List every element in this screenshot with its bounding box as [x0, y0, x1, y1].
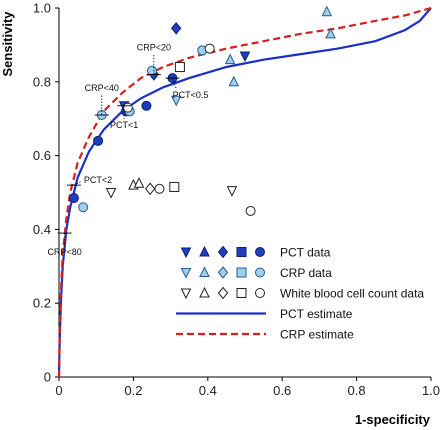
legend-label: CRP data	[280, 266, 332, 280]
legend: PCT data CRP data White blood cell count d…	[175, 237, 427, 356]
legend-label: PCT data	[280, 246, 331, 260]
legend-label: PCT estimate	[280, 307, 353, 321]
x-tick-label: 0.6	[273, 383, 291, 398]
annotation-leader	[73, 180, 83, 186]
x-tick-label: 0.2	[124, 383, 142, 398]
y-tick-label: 0.2	[33, 296, 51, 311]
wbc-diamond-point	[144, 182, 156, 196]
annotation-leader	[172, 77, 177, 90]
legend-wbc-square-icon	[236, 288, 247, 298]
annotation-label: CRP<20	[137, 42, 171, 52]
legend-wbc-circle-icon	[255, 288, 265, 298]
annotation-label: CRP<40	[85, 83, 119, 93]
wbc-circle-point	[154, 183, 165, 194]
legend-crp-triangle-up-icon	[199, 266, 210, 277]
x-axis-label: 1-specificity	[355, 412, 431, 427]
pct-estimate-curve	[57, 7, 432, 378]
crp-triangle-up-point	[228, 75, 240, 87]
wbc-circle-point	[204, 43, 215, 54]
pct-circle-point	[93, 135, 104, 146]
crp-triangle-up-point	[224, 53, 236, 65]
wbc-circle-point	[122, 102, 133, 113]
crp-estimate-curve	[57, 6, 432, 378]
crp-circle-point	[147, 65, 157, 76]
crp-triangle-down-point	[170, 95, 182, 107]
crp-triangle-up-point	[325, 27, 336, 39]
y-tick-label: 0	[44, 370, 51, 385]
wbc-triangle-down-point	[226, 186, 238, 197]
legend-label: White blood cell count data	[280, 287, 424, 301]
estimate-curves	[57, 6, 432, 378]
legend-crp-diamond-icon	[217, 266, 229, 279]
y-tick-label: 1.0	[33, 1, 51, 16]
wbc-triangle-up-point	[133, 177, 145, 188]
pct-circle-point	[141, 100, 152, 111]
y-tick-label: 0.8	[33, 74, 51, 89]
x-tick-label: 0.8	[348, 383, 366, 398]
wbc-circle-point	[245, 205, 256, 216]
legend-pct-circle-icon	[255, 247, 265, 257]
crp-circle-point	[78, 202, 89, 213]
x-tick-label: 0.4	[199, 383, 217, 398]
legend-background	[175, 237, 427, 356]
legend-pct-square-icon	[236, 247, 247, 257]
threshold-annotations: CRP<20 CRP<40 PCT<0.5 PCT<1 PCT<2 CRP<80	[47, 42, 208, 257]
legend-wbc-diamond-icon	[217, 286, 229, 300]
annotation-label: PCT<0.5	[173, 90, 209, 100]
annotation-label: PCT<1	[110, 120, 138, 130]
legend-crp-square-icon	[236, 267, 247, 278]
annotation-label: PCT<2	[84, 175, 112, 185]
legend-label: CRP estimate	[280, 328, 354, 342]
y-axis-label: Sensitivity	[0, 11, 15, 77]
legend-crp-triangle-down-icon	[180, 268, 192, 279]
x-tick-label: 0	[55, 383, 62, 398]
crp-triangle-up-point	[321, 5, 333, 17]
pct-circle-point	[68, 193, 79, 204]
x-tick-label: 1.0	[422, 383, 440, 398]
y-tick-label: 0.4	[33, 222, 51, 237]
legend-crp-circle-icon	[255, 267, 265, 278]
legend-pct-triangle-up-icon	[199, 245, 210, 257]
legend-wbc-triangle-up-icon	[199, 286, 210, 298]
legend-wbc-triangle-down-icon	[180, 288, 192, 300]
legend-pct-triangle-down-icon	[180, 247, 192, 259]
y-tick-label: 0.6	[33, 148, 51, 163]
pct-diamond-point	[171, 22, 182, 35]
pct-triangle-down-point	[239, 51, 251, 63]
axes: 0 0.2 0.4 0.6 0.8 1.0 0 0.2 0.4 0.6 0.8 1.0	[33, 1, 440, 399]
wbc-triangle-down-point	[105, 188, 117, 199]
wbc-square-point	[174, 62, 185, 73]
legend-pct-diamond-icon	[217, 245, 229, 259]
annotation-label: CRP<80	[47, 247, 81, 257]
wbc-square-point	[169, 181, 180, 192]
